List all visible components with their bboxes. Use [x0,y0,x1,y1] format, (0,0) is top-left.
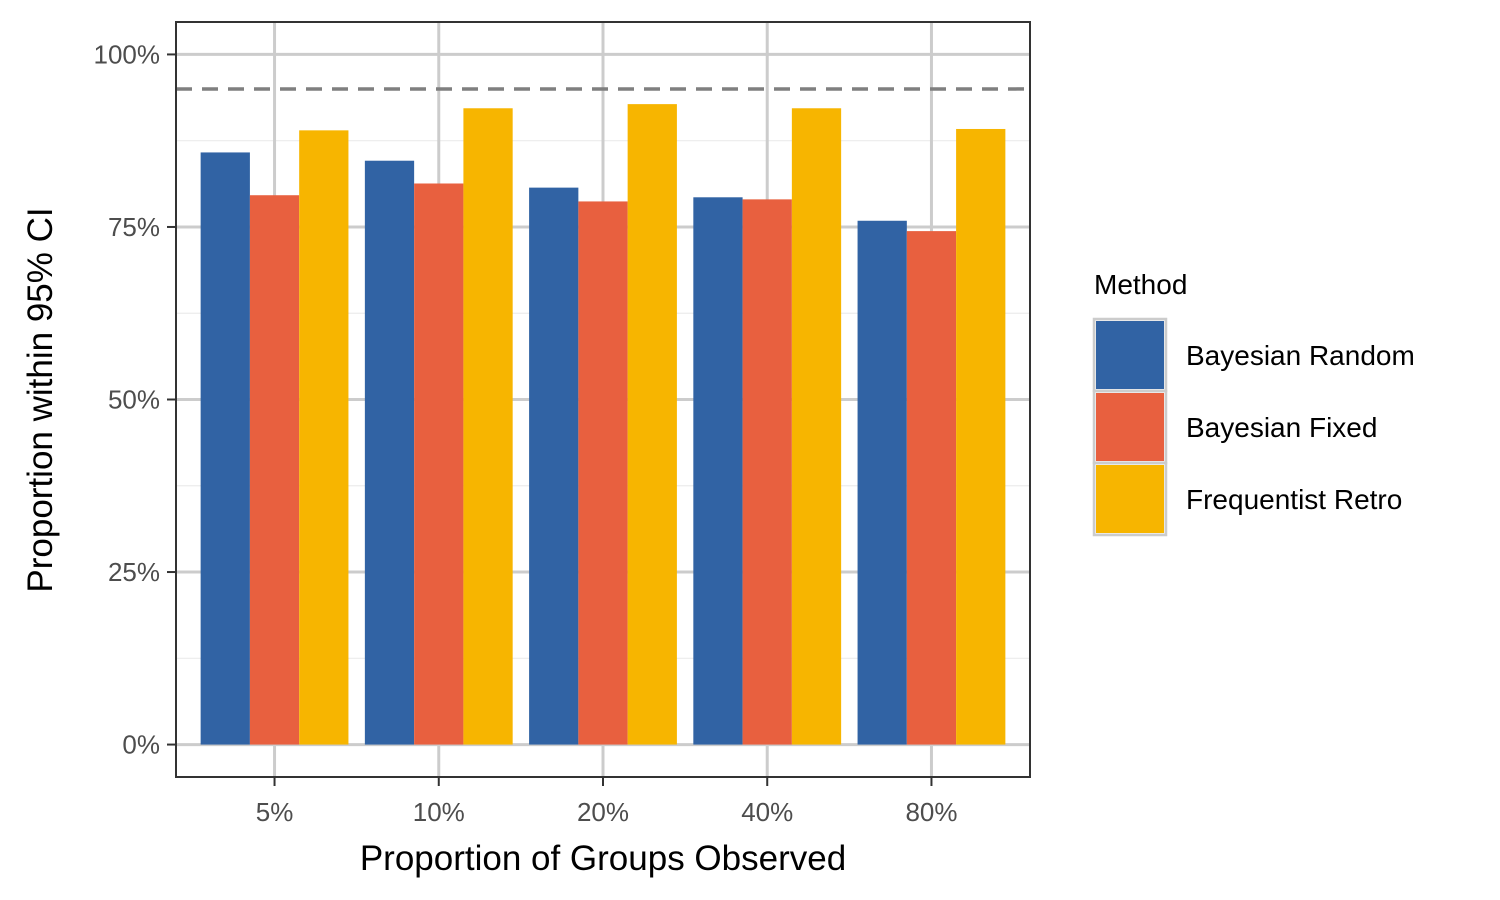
x-axis: 5% 10% 20% 40% 80% [256,777,957,827]
legend-swatch-frequentist-retro [1096,465,1164,533]
bar-bayesian-fixed-3 [578,201,628,745]
bar-bayesian-fixed-1 [249,195,300,745]
bars [200,104,1006,745]
bar-frequentist-retro-5 [956,128,1006,745]
bar-bayesian-fixed-5 [906,231,957,745]
x-tick-label: 80% [905,797,957,827]
x-axis-title: Proportion of Groups Observed [360,839,846,878]
y-tick-label: 25% [108,557,160,587]
bar-bayesian-random-2 [364,160,415,745]
y-tick-label: 0% [122,730,160,760]
bar-bayesian-fixed-2 [414,183,464,745]
bar-frequentist-retro-1 [299,130,349,745]
bar-frequentist-retro-4 [791,108,842,745]
bar-bayesian-random-1 [200,152,250,745]
y-axis-title: Proportion within 95% CI [21,207,60,592]
legend-label: Bayesian Random [1186,340,1415,371]
bar-bayesian-random-4 [693,197,743,745]
legend-label: Bayesian Fixed [1186,412,1377,443]
bar-frequentist-retro-3 [627,104,677,745]
y-tick-label: 100% [94,39,161,69]
legend-swatch-bayesian-random [1096,321,1164,389]
y-axis: 0% 25% 50% 75% 100% [94,39,176,760]
y-tick-label: 75% [108,212,160,242]
bar-frequentist-retro-2 [463,108,513,745]
bar-bayesian-fixed-4 [742,199,792,745]
legend-label: Frequentist Retro [1186,484,1402,515]
bar-bayesian-random-3 [529,187,579,745]
x-tick-label: 20% [577,797,629,827]
y-tick-label: 50% [108,385,160,415]
legend: Method Bayesian Random Bayesian Fixed Freq… [1092,269,1415,537]
x-tick-label: 5% [256,797,294,827]
x-tick-label: 40% [741,797,793,827]
legend-swatch-bayesian-fixed [1096,393,1164,461]
bar-bayesian-random-5 [857,220,907,745]
legend-title: Method [1094,269,1187,300]
x-tick-label: 10% [413,797,465,827]
